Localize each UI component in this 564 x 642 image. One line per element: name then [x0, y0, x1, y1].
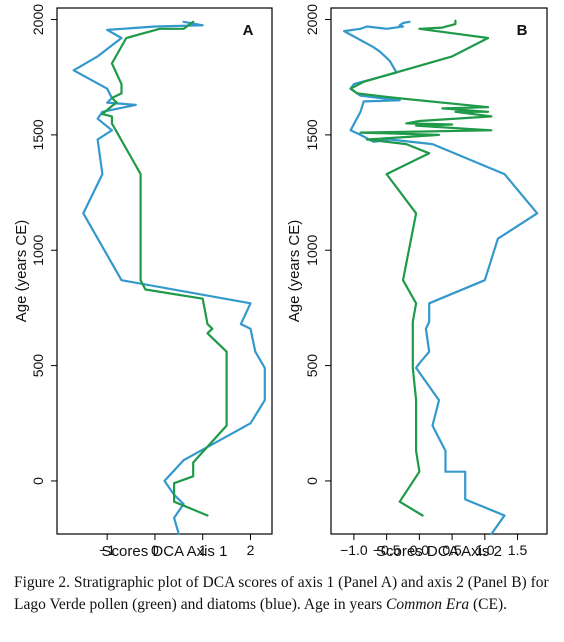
y-axis-title: Age (years CE) — [286, 220, 303, 323]
panel-letter: B — [517, 22, 528, 39]
x-tick-label: −0.5 — [373, 542, 401, 558]
y-tick-label: 1500 — [30, 119, 46, 150]
plot-frame — [330, 7, 548, 535]
figure-caption: Figure 2. Stratigraphic plot of DCA scor… — [14, 572, 559, 616]
y-tick-label: 1000 — [304, 234, 320, 265]
y-tick-label: 2000 — [304, 4, 320, 35]
stratigraphic-figure: −1 0 1 2 0 500 1000 1500 2000 Scores DCA Axis 1 Ag… — [13, 4, 548, 560]
diatoms-series-line — [343, 20, 539, 536]
pollen-series-line — [101, 20, 228, 517]
x-tick-label: 0 — [151, 542, 159, 558]
x-tick-label: 0.5 — [442, 542, 462, 558]
caption-italic: Common Era — [386, 596, 470, 613]
plot-frame — [56, 7, 273, 535]
y-tick-label: 500 — [304, 354, 320, 378]
y-tick-label: 0 — [30, 477, 46, 485]
caption-tail: (CE). — [469, 596, 508, 613]
y-tick-label: 500 — [30, 354, 46, 378]
y-tick-label: 2000 — [30, 4, 46, 35]
x-tick-label: 0.0 — [410, 542, 430, 558]
panel-b: −1.0 −0.5 0.0 0.5 1.0 1.5 0 500 1000 1500 2000 Scor… — [286, 4, 548, 560]
x-tick-label: 2 — [247, 542, 255, 558]
x-tick-label: −1 — [99, 542, 115, 558]
y-axis-title: Age (years CE) — [13, 220, 30, 323]
panel-a: −1 0 1 2 0 500 1000 1500 2000 Scores DCA Axis 1 Ag… — [13, 4, 273, 560]
x-tick-label: 1.5 — [508, 542, 528, 558]
y-tick-label: 1500 — [304, 119, 320, 150]
x-axis-title: Scores DCA Axis 2 — [376, 543, 502, 560]
diatoms-series-line — [72, 20, 266, 536]
x-tick-label: 1.0 — [475, 542, 495, 558]
caption-text: Figure 2. Stratigraphic plot of DCA scor… — [14, 574, 549, 613]
y-tick-label: 0 — [304, 477, 320, 485]
x-tick-label: 1 — [199, 542, 207, 558]
y-tick-label: 1000 — [30, 234, 46, 265]
x-tick-label: −1.0 — [340, 542, 368, 558]
x-axis-title: Scores DCA Axis 1 — [102, 543, 228, 560]
panel-letter: A — [243, 22, 254, 39]
pollen-series-line — [349, 19, 493, 517]
